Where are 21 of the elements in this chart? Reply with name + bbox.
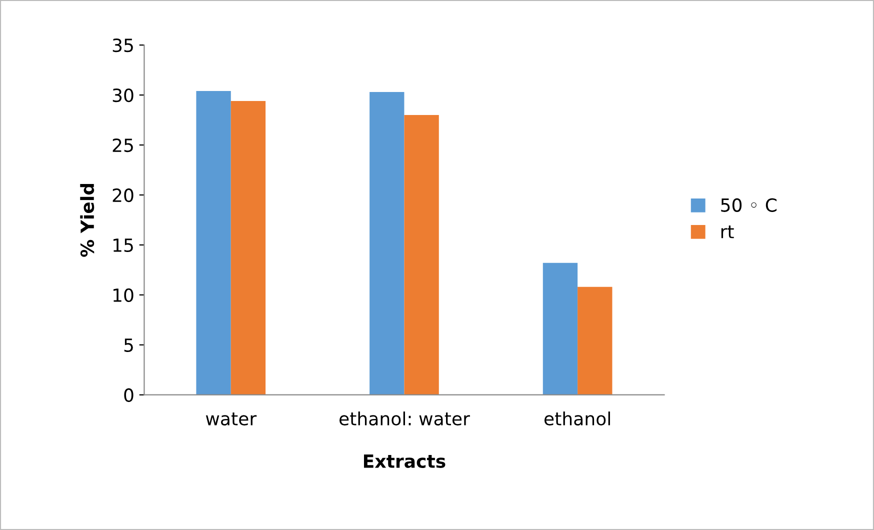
y-tick-label: 10 [113, 288, 134, 302]
y-tick-label: 35 [112, 38, 133, 52]
bar [578, 286, 612, 395]
x-tick-label: ethanol: water [339, 412, 470, 426]
bar [542, 262, 578, 395]
bar [404, 115, 439, 395]
y-axis-title: % Yield [80, 184, 94, 257]
y-tick-label: 5 [124, 338, 133, 352]
x-tick-label: ethanol [544, 412, 610, 426]
bar [370, 92, 404, 395]
x-tick-label: water [206, 412, 257, 426]
y-tick-label: 25 [112, 138, 133, 152]
legend-label: 50 ◦ C [721, 198, 777, 212]
bar [230, 101, 266, 395]
y-tick-label: 30 [112, 88, 134, 102]
y-tick-label: 0 [124, 388, 134, 402]
legend-label: rt [721, 226, 734, 238]
bar [196, 91, 231, 395]
y-tick-label: 20 [112, 188, 134, 202]
y-tick-label: 15 [113, 238, 133, 252]
x-axis-title: Extracts [364, 454, 446, 468]
